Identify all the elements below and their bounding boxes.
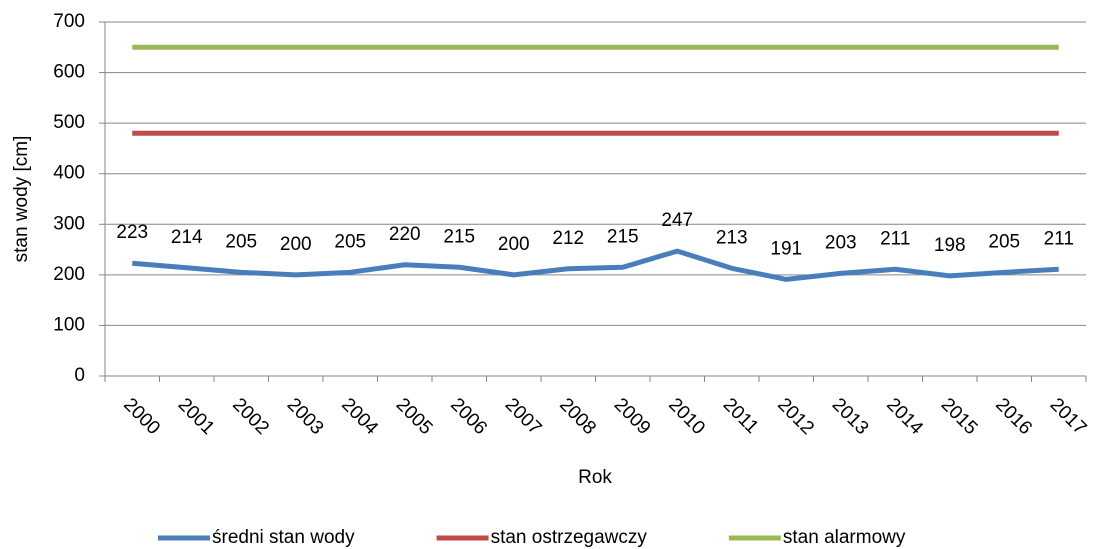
y-tick-label: 600 [53,62,85,83]
data-label: 211 [880,228,910,249]
y-tick-label: 100 [53,314,85,335]
data-label: 220 [389,224,421,245]
x-tick-label: 2004 [337,394,382,439]
data-label: 247 [661,210,693,231]
y-tick-label: 700 [53,11,85,32]
data-label: 205 [334,231,366,252]
data-label: 203 [825,232,857,253]
x-tick-label: 2011 [719,394,763,438]
x-tick-label: 2016 [991,394,1036,439]
x-tick-label: 2007 [501,394,546,439]
data-label: 212 [552,228,584,249]
data-label: 223 [116,222,148,243]
data-label: 205 [225,231,257,252]
legend-label: stan alarmowy [783,527,906,548]
data-label: 200 [498,234,530,255]
legend-label: średni stan wody [212,527,355,548]
y-tick-label: 200 [53,264,85,285]
data-label: 198 [934,235,966,256]
x-tick-label: 2006 [446,394,491,439]
y-tick-label: 300 [53,213,85,234]
data-label: 205 [988,231,1020,252]
x-tick-label: 2015 [937,394,982,439]
x-tick-label: 2000 [119,394,164,439]
x-axis-title: Rok [578,467,612,488]
x-tick-label: 2008 [555,394,600,439]
data-label: 213 [716,227,748,248]
x-tick-label: 2014 [882,394,927,439]
legend-label: stan ostrzegawczy [491,527,648,548]
x-tick-label: 2003 [283,394,328,439]
y-tick-label: 400 [53,163,85,184]
data-label: 211 [1044,228,1074,249]
x-tick-label: 2009 [610,394,655,439]
x-tick-label: 2002 [228,394,273,439]
data-label: 215 [607,226,639,247]
y-axis-title: stan wody [cm] [11,136,32,263]
x-tick-label: 2013 [828,394,873,439]
x-tick-label: 2001 [174,394,219,439]
x-tick-label: 2012 [773,394,818,439]
data-label: 200 [280,234,312,255]
x-tick-label: 2010 [664,394,709,439]
y-tick-label: 0 [74,365,85,386]
data-label: 191 [770,238,802,259]
data-label: 215 [443,226,475,247]
x-tick-label: 2017 [1046,394,1091,439]
series-line [132,248,1059,282]
data-label: 214 [171,227,203,248]
y-tick-label: 500 [53,112,85,133]
x-tick-label: 2005 [392,394,437,439]
